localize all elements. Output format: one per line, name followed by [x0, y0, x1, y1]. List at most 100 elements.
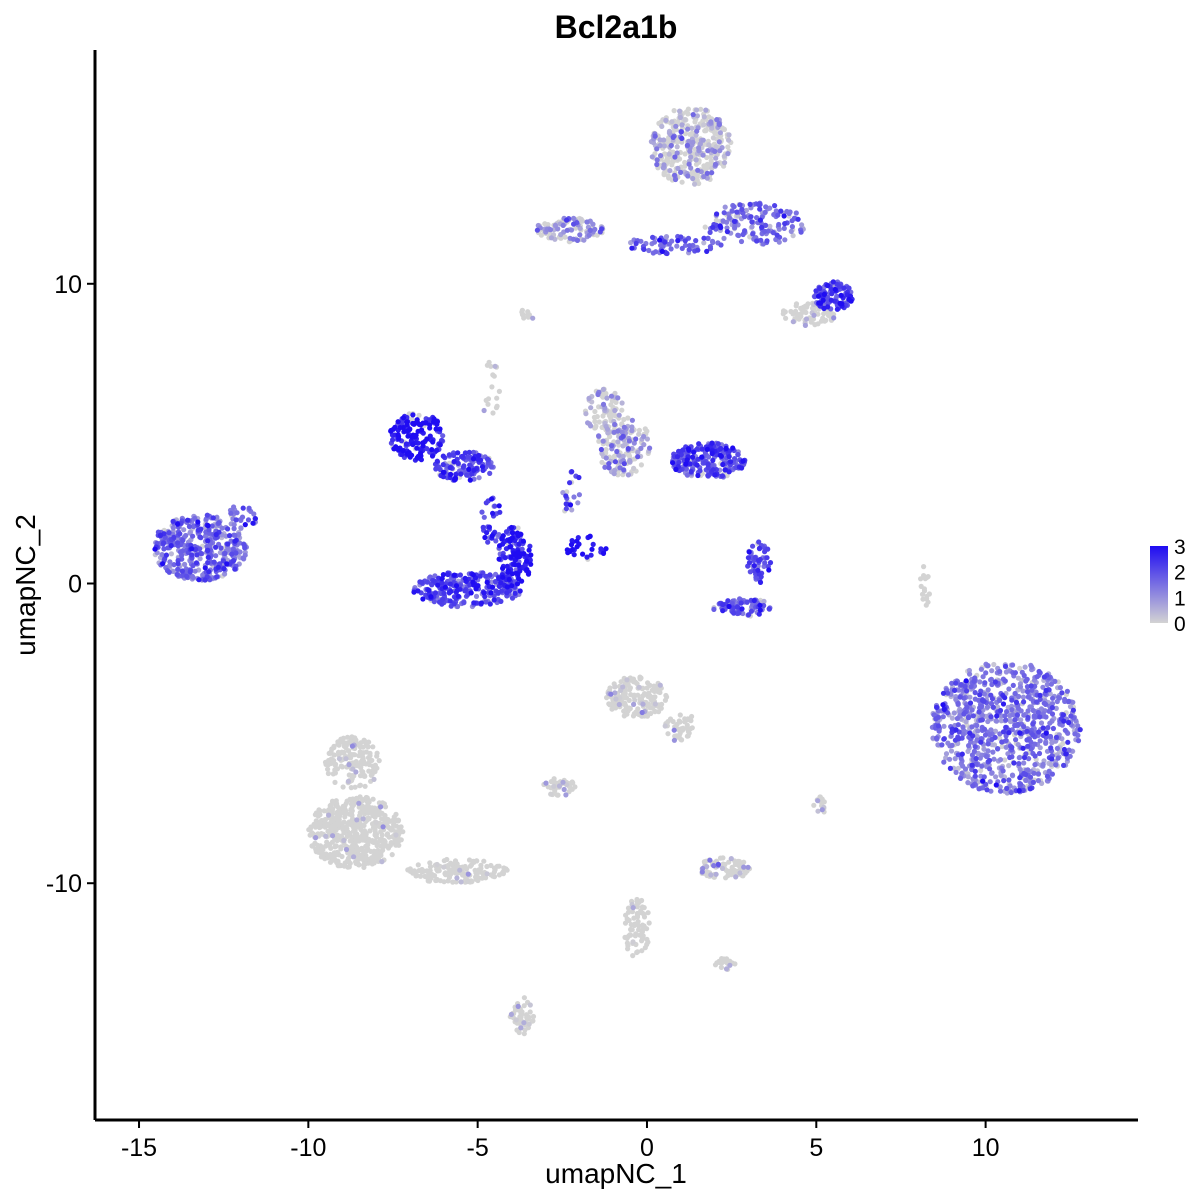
data-point	[1023, 771, 1029, 778]
data-point	[756, 539, 762, 545]
x-axis-ticks: -15 -10 -5 0 5 10	[121, 1120, 1000, 1162]
data-point	[325, 766, 331, 772]
data-point	[504, 590, 510, 596]
data-point	[233, 550, 239, 556]
data-point	[554, 792, 560, 798]
data-point	[757, 607, 763, 613]
data-point	[935, 723, 942, 729]
data-point	[521, 315, 527, 321]
data-point	[193, 560, 200, 566]
data-point	[970, 783, 976, 789]
data-point	[447, 465, 453, 471]
data-point	[380, 843, 387, 849]
data-point	[434, 861, 440, 868]
data-point	[486, 359, 492, 365]
data-point	[988, 676, 995, 682]
data-point	[359, 834, 365, 840]
data-point	[994, 718, 1000, 724]
data-point	[475, 877, 481, 884]
data-point	[478, 862, 484, 869]
data-point	[734, 209, 740, 215]
data-point	[987, 766, 993, 772]
data-point	[1035, 709, 1041, 716]
data-point	[1034, 674, 1040, 680]
data-point	[972, 690, 978, 696]
data-point	[592, 418, 598, 425]
data-point	[1040, 684, 1046, 690]
data-point	[679, 139, 685, 145]
data-point	[190, 563, 196, 569]
data-point	[764, 555, 770, 561]
data-point	[581, 237, 587, 243]
data-point	[488, 363, 494, 369]
data-point	[189, 552, 195, 558]
data-point	[1053, 705, 1059, 712]
data-point	[708, 872, 714, 878]
data-point	[357, 744, 363, 750]
data-point	[567, 548, 573, 555]
data-point	[1049, 740, 1055, 746]
data-point	[170, 518, 176, 524]
data-point	[561, 786, 567, 793]
data-point	[740, 458, 746, 464]
data-point	[183, 532, 189, 539]
data-point	[157, 532, 164, 538]
data-point	[712, 472, 718, 478]
data-point	[1024, 676, 1030, 682]
data-point	[1049, 756, 1055, 762]
data-point	[957, 694, 963, 700]
data-point	[645, 680, 651, 686]
data-point	[404, 428, 410, 434]
data-point	[221, 566, 227, 572]
data-point	[684, 472, 691, 478]
data-point	[578, 216, 584, 222]
data-point	[504, 584, 510, 590]
data-point	[661, 170, 667, 176]
data-point	[693, 238, 699, 244]
data-point	[471, 600, 477, 606]
data-point	[964, 688, 970, 694]
data-point	[604, 395, 610, 401]
data-point	[446, 452, 453, 458]
data-point	[344, 734, 351, 740]
data-point	[560, 779, 566, 785]
data-point	[1016, 788, 1022, 794]
data-point	[746, 549, 752, 555]
data-point	[630, 713, 637, 719]
data-point	[389, 852, 395, 858]
data-point	[357, 782, 363, 788]
data-point	[713, 144, 719, 150]
data-point	[211, 559, 217, 565]
data-point	[1004, 709, 1010, 715]
data-point	[639, 938, 645, 944]
data-point	[327, 853, 333, 859]
data-point	[361, 737, 367, 743]
data-point	[216, 520, 222, 526]
data-point	[564, 217, 570, 223]
data-point	[641, 246, 647, 252]
data-point	[424, 446, 430, 452]
data-point	[1017, 730, 1023, 736]
data-point	[339, 853, 345, 860]
data-point	[455, 460, 461, 466]
data-point	[813, 288, 819, 294]
data-point	[433, 426, 439, 432]
data-point	[1012, 690, 1018, 697]
data-point	[484, 579, 490, 586]
data-point	[415, 588, 421, 594]
data-point	[612, 407, 618, 414]
data-point	[395, 419, 401, 425]
data-point	[569, 507, 575, 513]
data-point	[662, 697, 669, 703]
data-point	[1036, 729, 1042, 735]
data-point	[1036, 750, 1043, 757]
data-point	[323, 761, 329, 768]
data-point	[1001, 778, 1007, 784]
data-point	[242, 522, 248, 528]
data-point	[695, 167, 701, 173]
data-point	[357, 846, 363, 853]
data-point	[353, 769, 359, 775]
data-point	[506, 576, 512, 583]
data-point	[1024, 737, 1030, 743]
data-point	[584, 219, 590, 225]
